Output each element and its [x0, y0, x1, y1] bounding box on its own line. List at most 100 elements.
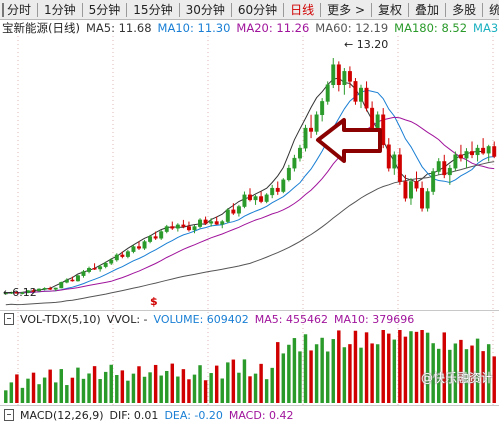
- tab-1[interactable]: 1分钟: [44, 3, 76, 17]
- tab-8[interactable]: 复权: [378, 3, 403, 17]
- volume-bar-66: [370, 343, 374, 403]
- candle-body-84: [470, 151, 474, 156]
- indicator-toggle-icon[interactable]: [4, 409, 14, 421]
- candle-body-61: [342, 71, 347, 85]
- watermark: @快乐融资计: [420, 371, 493, 385]
- candle-body-34: [192, 226, 197, 231]
- volume-bar-14: [81, 378, 86, 403]
- toolbar-separator: [178, 2, 180, 17]
- volume-bar-16: [92, 366, 97, 403]
- candle-body-72: [403, 181, 408, 199]
- tab-9[interactable]: 叠加: [415, 3, 440, 17]
- candle-body-26: [148, 236, 153, 242]
- macd-indicator-name[interactable]: MACD(12,26,9): [20, 408, 104, 422]
- volume-bar-11: [65, 385, 69, 403]
- tab-0[interactable]: 分时: [7, 3, 32, 17]
- tab-6[interactable]: 日线: [290, 3, 315, 17]
- candle-body-80: [447, 167, 452, 176]
- volume-bar-64: [359, 347, 363, 403]
- volume-bar-79: [442, 332, 446, 403]
- candle-body-28: [159, 231, 164, 239]
- volume-bar-56: [314, 344, 319, 403]
- annotations: ← 13.20 ←6.12 $: [3, 38, 388, 308]
- vol-ma5-value: MA5: 455462: [254, 312, 328, 326]
- candle-body-46: [259, 196, 264, 202]
- volume-bars: [4, 330, 496, 403]
- tab-3[interactable]: 15分钟: [133, 3, 173, 17]
- candle-body-29: [164, 226, 169, 232]
- candle-body-51: [286, 167, 291, 181]
- volume-bar-44: [248, 376, 252, 403]
- candle-body-54: [303, 127, 308, 149]
- candle-body-3: [20, 292, 25, 294]
- candle-body-83: [464, 151, 469, 159]
- toolbar-separator: [81, 2, 83, 17]
- high-price-label: ← 13.20: [344, 38, 388, 51]
- candle-body-37: [209, 221, 214, 224]
- candle-body-81: [453, 154, 458, 169]
- toolbar-handle[interactable]: [2, 2, 4, 17]
- volume-bar-10: [59, 369, 64, 403]
- volume-bar-42: [237, 372, 241, 403]
- vvol-value: VVOL: -: [106, 312, 148, 326]
- candle-body-12: [70, 279, 75, 282]
- stock-title: 宝新能源(日线): [2, 20, 80, 35]
- toolbar-separator: [283, 2, 285, 17]
- candle-body-31: [175, 224, 180, 229]
- volume-bar-15: [87, 373, 91, 403]
- volume-bar-73: [409, 331, 413, 403]
- ma-label-0: MA5: 11.68: [85, 20, 152, 35]
- candle-body-24: [137, 246, 141, 249]
- ma60-line: [5, 161, 495, 306]
- candle-body-45: [253, 196, 258, 201]
- vol-indicator-name[interactable]: VOL-TDX(5,10): [20, 312, 101, 326]
- candle-body-53: [297, 147, 302, 159]
- toolbar-separator: [408, 2, 410, 17]
- signal-marker: $: [150, 295, 158, 308]
- candle-body-87: [486, 146, 491, 154]
- volume-bar-33: [187, 379, 191, 403]
- candle-body-39: [220, 221, 225, 225]
- candle-body-88: [492, 146, 497, 157]
- candle-body-30: [170, 226, 175, 229]
- tab-11[interactable]: 统计: [489, 3, 499, 17]
- volume-bar-32: [181, 369, 186, 403]
- candle-body-36: [203, 219, 208, 224]
- volume-bar-63: [353, 330, 358, 403]
- tab-10[interactable]: 多股: [452, 3, 477, 17]
- volume-bar-43: [242, 359, 247, 403]
- tab-2[interactable]: 5分钟: [88, 3, 121, 17]
- volume-bar-68: [381, 330, 385, 403]
- volume-bar-87: [486, 344, 491, 403]
- toolbar-separator: [371, 2, 373, 17]
- candle-body-40: [225, 209, 230, 222]
- price-info-bar: 宝新能源(日线) MA5: 11.68 MA10: 11.30 MA20: 11.2…: [0, 19, 499, 36]
- volume-bar-29: [165, 370, 169, 403]
- volume-bar-19: [109, 364, 113, 403]
- indicator-toggle-icon[interactable]: [4, 313, 14, 325]
- candle-body-33: [186, 226, 191, 231]
- volume-bar-71: [398, 330, 402, 403]
- ma10-line: [5, 89, 495, 294]
- tab-5[interactable]: 60分钟: [237, 3, 278, 17]
- volume-bar-26: [148, 372, 152, 403]
- toolbar-separator: [37, 2, 39, 17]
- dea-value: DEA: -0.20: [164, 408, 223, 422]
- tab-7[interactable]: 更多 >: [327, 3, 366, 17]
- ma-legend: MA5: 11.68 MA10: 11.30 MA20: 11.26 MA60: 12…: [86, 21, 499, 35]
- volume-bar-38: [214, 365, 219, 403]
- tab-4[interactable]: 30分钟: [185, 3, 225, 17]
- candle-body-20: [114, 254, 119, 261]
- volume-bar-41: [231, 359, 236, 403]
- volume-bar-77: [431, 343, 435, 403]
- candle-body-15: [87, 268, 92, 272]
- volume-bar-67: [375, 344, 380, 403]
- volume-bar-69: [387, 333, 391, 403]
- volume-bar-8: [48, 369, 52, 403]
- candle-body-76: [425, 191, 430, 209]
- volume-bar-12: [70, 377, 75, 403]
- volume-bar-0: [4, 390, 8, 403]
- candle-body-56: [314, 114, 319, 132]
